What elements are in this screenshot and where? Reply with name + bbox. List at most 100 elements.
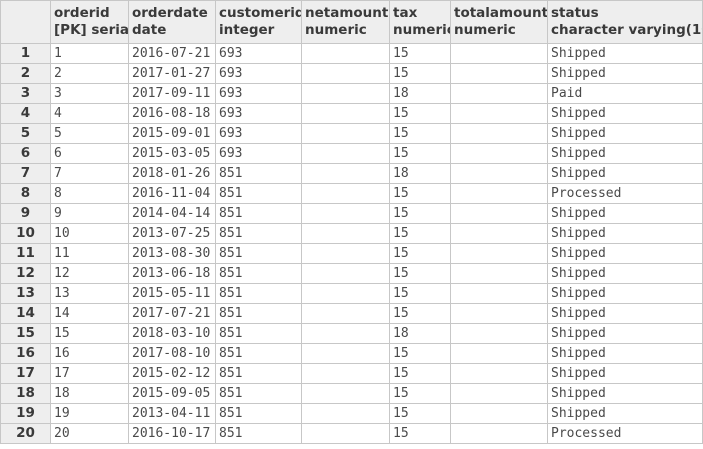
table-row[interactable]: 10 10 2013-07-25 851 15 Shipped	[0, 223, 703, 244]
cell-orderdate[interactable]: 2017-09-11	[128, 83, 216, 104]
cell-tax[interactable]: 18	[389, 83, 451, 104]
row-number[interactable]: 2	[0, 63, 51, 84]
cell-customerid[interactable]: 693	[215, 103, 302, 124]
cell-orderid[interactable]: 12	[50, 263, 129, 284]
cell-netamount[interactable]	[301, 83, 390, 104]
cell-status[interactable]: Shipped	[547, 143, 703, 164]
row-number[interactable]: 6	[0, 143, 51, 164]
table-row[interactable]: 8 8 2016-11-04 851 15 Processed	[0, 183, 703, 204]
cell-orderdate[interactable]: 2013-07-25	[128, 223, 216, 244]
row-number[interactable]: 1	[0, 43, 51, 64]
cell-totalamount[interactable]	[450, 183, 548, 204]
row-number[interactable]: 8	[0, 183, 51, 204]
table-row[interactable]: 9 9 2014-04-14 851 15 Shipped	[0, 203, 703, 224]
cell-orderid[interactable]: 1	[50, 43, 129, 64]
cell-totalamount[interactable]	[450, 323, 548, 344]
cell-status[interactable]: Shipped	[547, 223, 703, 244]
cell-orderdate[interactable]: 2015-03-05	[128, 143, 216, 164]
cell-netamount[interactable]	[301, 203, 390, 224]
row-number[interactable]: 17	[0, 363, 51, 384]
cell-netamount[interactable]	[301, 43, 390, 64]
table-row[interactable]: 12 12 2013-06-18 851 15 Shipped	[0, 263, 703, 284]
cell-status[interactable]: Shipped	[547, 383, 703, 404]
cell-orderdate[interactable]: 2017-07-21	[128, 303, 216, 324]
cell-tax[interactable]: 15	[389, 283, 451, 304]
cell-tax[interactable]: 18	[389, 163, 451, 184]
table-row[interactable]: 6 6 2015-03-05 693 15 Shipped	[0, 143, 703, 164]
cell-tax[interactable]: 15	[389, 203, 451, 224]
column-header-status[interactable]: status character varying(10)	[547, 0, 703, 44]
cell-orderid[interactable]: 3	[50, 83, 129, 104]
table-row[interactable]: 14 14 2017-07-21 851 15 Shipped	[0, 303, 703, 324]
cell-orderdate[interactable]: 2015-09-05	[128, 383, 216, 404]
cell-netamount[interactable]	[301, 103, 390, 124]
cell-orderdate[interactable]: 2018-03-10	[128, 323, 216, 344]
cell-status[interactable]: Processed	[547, 423, 703, 444]
cell-customerid[interactable]: 851	[215, 423, 302, 444]
cell-status[interactable]: Shipped	[547, 283, 703, 304]
cell-orderid[interactable]: 16	[50, 343, 129, 364]
cell-totalamount[interactable]	[450, 63, 548, 84]
table-row[interactable]: 15 15 2018-03-10 851 18 Shipped	[0, 323, 703, 344]
cell-tax[interactable]: 15	[389, 423, 451, 444]
cell-totalamount[interactable]	[450, 243, 548, 264]
cell-orderdate[interactable]: 2015-09-01	[128, 123, 216, 144]
cell-totalamount[interactable]	[450, 363, 548, 384]
cell-status[interactable]: Shipped	[547, 63, 703, 84]
cell-customerid[interactable]: 851	[215, 203, 302, 224]
cell-netamount[interactable]	[301, 363, 390, 384]
cell-orderid[interactable]: 8	[50, 183, 129, 204]
cell-status[interactable]: Shipped	[547, 403, 703, 424]
cell-netamount[interactable]	[301, 163, 390, 184]
cell-totalamount[interactable]	[450, 143, 548, 164]
cell-orderid[interactable]: 18	[50, 383, 129, 404]
cell-totalamount[interactable]	[450, 103, 548, 124]
cell-netamount[interactable]	[301, 283, 390, 304]
table-row[interactable]: 3 3 2017-09-11 693 18 Paid	[0, 83, 703, 104]
cell-totalamount[interactable]	[450, 83, 548, 104]
cell-orderdate[interactable]: 2016-07-21	[128, 43, 216, 64]
cell-totalamount[interactable]	[450, 203, 548, 224]
cell-netamount[interactable]	[301, 243, 390, 264]
cell-tax[interactable]: 15	[389, 243, 451, 264]
cell-customerid[interactable]: 851	[215, 323, 302, 344]
cell-netamount[interactable]	[301, 183, 390, 204]
cell-customerid[interactable]: 693	[215, 123, 302, 144]
cell-netamount[interactable]	[301, 323, 390, 344]
cell-customerid[interactable]: 851	[215, 223, 302, 244]
cell-totalamount[interactable]	[450, 223, 548, 244]
cell-netamount[interactable]	[301, 383, 390, 404]
cell-tax[interactable]: 15	[389, 223, 451, 244]
row-number[interactable]: 4	[0, 103, 51, 124]
row-number[interactable]: 10	[0, 223, 51, 244]
column-header-tax[interactable]: tax numeric	[389, 0, 451, 44]
row-number[interactable]: 20	[0, 423, 51, 444]
cell-orderdate[interactable]: 2014-04-14	[128, 203, 216, 224]
cell-orderid[interactable]: 4	[50, 103, 129, 124]
row-number[interactable]: 15	[0, 323, 51, 344]
cell-tax[interactable]: 15	[389, 383, 451, 404]
cell-tax[interactable]: 15	[389, 343, 451, 364]
row-number[interactable]: 14	[0, 303, 51, 324]
cell-totalamount[interactable]	[450, 43, 548, 64]
cell-orderid[interactable]: 15	[50, 323, 129, 344]
cell-customerid[interactable]: 851	[215, 403, 302, 424]
cell-orderdate[interactable]: 2016-08-18	[128, 103, 216, 124]
cell-orderid[interactable]: 10	[50, 223, 129, 244]
cell-orderid[interactable]: 19	[50, 403, 129, 424]
cell-totalamount[interactable]	[450, 403, 548, 424]
cell-orderid[interactable]: 6	[50, 143, 129, 164]
cell-totalamount[interactable]	[450, 383, 548, 404]
cell-netamount[interactable]	[301, 63, 390, 84]
row-number[interactable]: 13	[0, 283, 51, 304]
cell-totalamount[interactable]	[450, 163, 548, 184]
cell-status[interactable]: Shipped	[547, 303, 703, 324]
cell-tax[interactable]: 18	[389, 323, 451, 344]
cell-customerid[interactable]: 693	[215, 63, 302, 84]
column-header-totalamount[interactable]: totalamount numeric	[450, 0, 548, 44]
cell-orderid[interactable]: 2	[50, 63, 129, 84]
cell-totalamount[interactable]	[450, 343, 548, 364]
cell-status[interactable]: Shipped	[547, 263, 703, 284]
cell-orderdate[interactable]: 2013-08-30	[128, 243, 216, 264]
table-row[interactable]: 19 19 2013-04-11 851 15 Shipped	[0, 403, 703, 424]
